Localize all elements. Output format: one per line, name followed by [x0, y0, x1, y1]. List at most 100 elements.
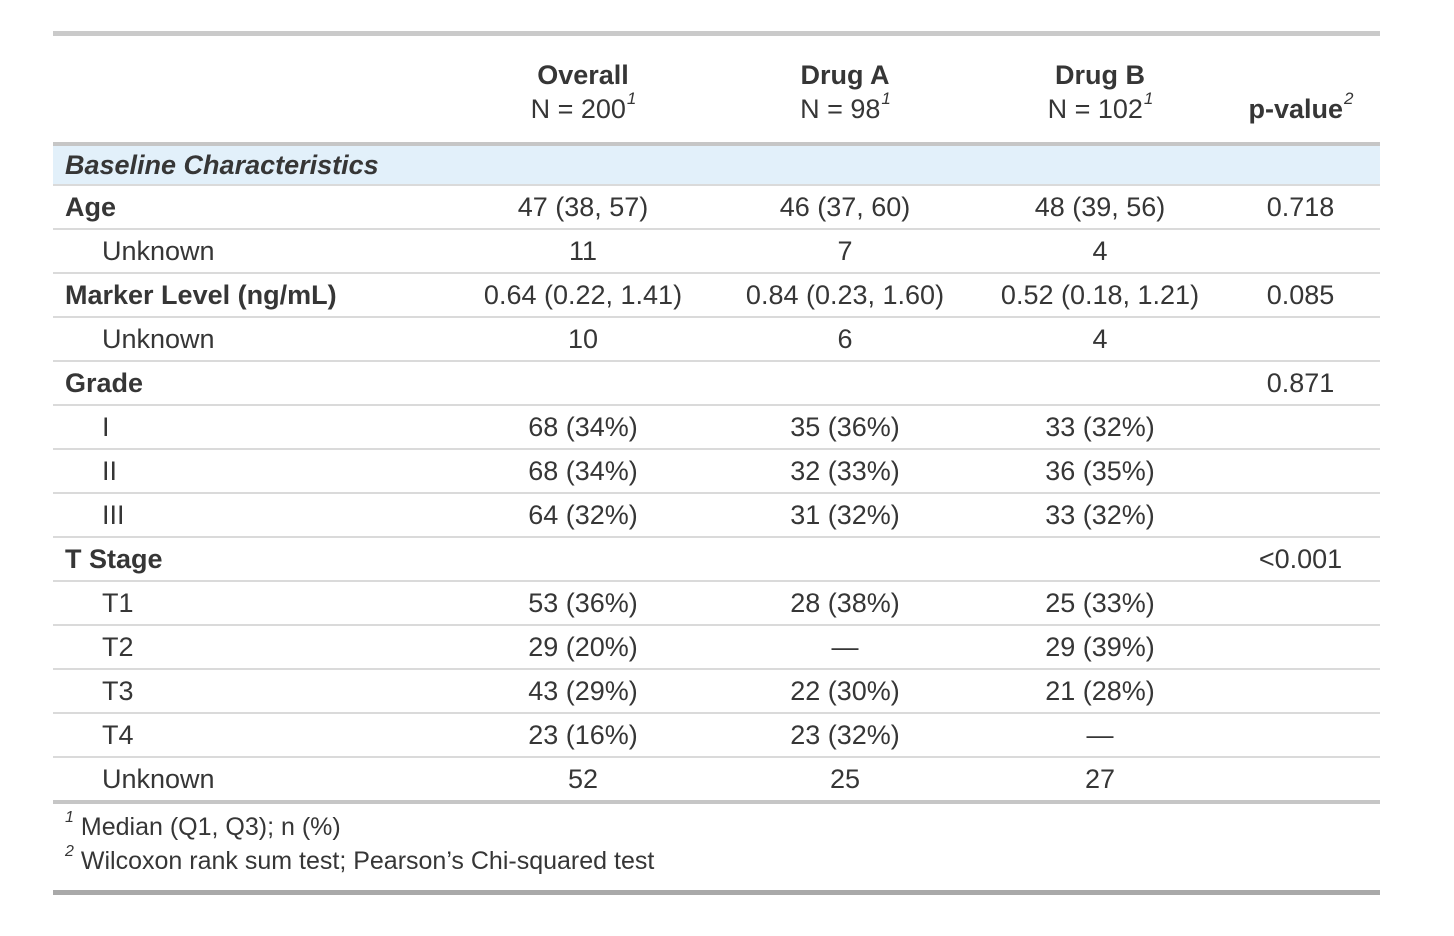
footnote-mark-1: 1	[626, 89, 637, 108]
cell-drug-a: —	[711, 625, 979, 670]
cell-drug-a: 23 (32%)	[711, 713, 979, 758]
table-header: Overall N = 2001 Drug A N = 981 Drug B N…	[53, 33, 1380, 146]
cell-pvalue	[1221, 229, 1380, 274]
col-title-drug-a: Drug A	[800, 60, 890, 90]
cell-drug-b: 25 (33%)	[979, 581, 1221, 626]
col-title-drug-b: Drug B	[1055, 60, 1145, 90]
col-header-label	[53, 33, 455, 146]
table-row: Unknown 52 25 27	[53, 757, 1380, 804]
cell-drug-a: 0.84 (0.23, 1.60)	[711, 273, 979, 318]
cell-pvalue	[1221, 581, 1380, 626]
cell-drug-a: 6	[711, 317, 979, 362]
footnote-mark-1: 1	[1143, 89, 1154, 108]
cell-overall: 43 (29%)	[455, 669, 711, 714]
table-row: Grade 0.871	[53, 361, 1380, 406]
footnotes-row: 1 Median (Q1, Q3); n (%) 2 Wilcoxon rank s…	[53, 802, 1380, 895]
col-title-pvalue: p-value2	[1248, 89, 1354, 124]
cell-drug-a: 7	[711, 229, 979, 274]
col-header-overall: Overall N = 2001	[455, 33, 711, 146]
group-header-row: Baseline Characteristics	[53, 144, 1380, 186]
cell-drug-a: 28 (38%)	[711, 581, 979, 626]
row-label: T2	[53, 625, 455, 670]
table-row: II 68 (34%) 32 (33%) 36 (35%)	[53, 449, 1380, 494]
cell-pvalue: 0.085	[1221, 273, 1380, 318]
cell-overall	[455, 361, 711, 406]
cell-drug-b	[979, 537, 1221, 582]
table-row: T3 43 (29%) 22 (30%) 21 (28%)	[53, 669, 1380, 714]
cell-drug-a: 32 (33%)	[711, 449, 979, 494]
table-row: Age 47 (38, 57) 46 (37, 60) 48 (39, 56) …	[53, 185, 1380, 230]
cell-pvalue	[1221, 625, 1380, 670]
cell-drug-b: 21 (28%)	[979, 669, 1221, 714]
col-title-overall: Overall	[537, 60, 629, 90]
table-row: T4 23 (16%) 23 (32%) —	[53, 713, 1380, 758]
cell-overall: 0.64 (0.22, 1.41)	[455, 273, 711, 318]
table-row: T1 53 (36%) 28 (38%) 25 (33%)	[53, 581, 1380, 626]
cell-pvalue	[1221, 449, 1380, 494]
col-subtitle-drug-a: N = 981	[800, 89, 891, 124]
row-label: T4	[53, 713, 455, 758]
cell-drug-a: 22 (30%)	[711, 669, 979, 714]
table-row: I 68 (34%) 35 (36%) 33 (32%)	[53, 405, 1380, 450]
table-row: T2 29 (20%) — 29 (39%)	[53, 625, 1380, 670]
cell-drug-b: 27	[979, 757, 1221, 804]
cell-pvalue	[1221, 405, 1380, 450]
cell-overall: 64 (32%)	[455, 493, 711, 538]
header-row: Overall N = 2001 Drug A N = 981 Drug B N…	[53, 33, 1380, 146]
footnote-mark-2: 2	[1344, 89, 1354, 108]
summary-table-container: Overall N = 2001 Drug A N = 981 Drug B N…	[53, 31, 1380, 895]
footnote-mark-1: 1	[881, 89, 891, 108]
table-row: Unknown 11 7 4	[53, 229, 1380, 274]
footnote-1: 1 Median (Q1, Q3); n (%)	[65, 808, 341, 841]
cell-drug-b: 48 (39, 56)	[979, 185, 1221, 230]
cell-drug-a: 25	[711, 757, 979, 804]
cell-pvalue: 0.718	[1221, 185, 1380, 230]
table-row: III 64 (32%) 31 (32%) 33 (32%)	[53, 493, 1380, 538]
row-label: III	[53, 493, 455, 538]
row-label: I	[53, 405, 455, 450]
col-subtitle-overall: N = 2001	[530, 89, 637, 124]
cell-drug-b: 33 (32%)	[979, 405, 1221, 450]
cell-pvalue	[1221, 713, 1380, 758]
row-label: Marker Level (ng/mL)	[53, 273, 455, 318]
cell-pvalue	[1221, 757, 1380, 804]
row-label: T3	[53, 669, 455, 714]
cell-overall: 10	[455, 317, 711, 362]
cell-pvalue	[1221, 669, 1380, 714]
cell-overall: 11	[455, 229, 711, 274]
cell-drug-b	[979, 361, 1221, 406]
cell-overall: 68 (34%)	[455, 449, 711, 494]
cell-overall: 29 (20%)	[455, 625, 711, 670]
row-label: Unknown	[53, 229, 455, 274]
row-label: Unknown	[53, 757, 455, 804]
cell-drug-b: 29 (39%)	[979, 625, 1221, 670]
cell-pvalue	[1221, 317, 1380, 362]
cell-drug-b: 0.52 (0.18, 1.21)	[979, 273, 1221, 318]
cell-drug-a	[711, 537, 979, 582]
cell-drug-b: 36 (35%)	[979, 449, 1221, 494]
cell-drug-b: —	[979, 713, 1221, 758]
cell-overall: 52	[455, 757, 711, 804]
cell-overall: 47 (38, 57)	[455, 185, 711, 230]
cell-overall: 23 (16%)	[455, 713, 711, 758]
cell-pvalue	[1221, 493, 1380, 538]
table-body: Baseline Characteristics Age 47 (38, 57)…	[53, 144, 1380, 804]
row-label: Unknown	[53, 317, 455, 362]
cell-drug-a: 46 (37, 60)	[711, 185, 979, 230]
cell-drug-a: 31 (32%)	[711, 493, 979, 538]
cell-drug-a: 35 (36%)	[711, 405, 979, 450]
group-header-label: Baseline Characteristics	[53, 144, 1380, 186]
col-subtitle-drug-b: N = 1021	[1047, 89, 1154, 124]
row-label: Age	[53, 185, 455, 230]
table-row: Unknown 10 6 4	[53, 317, 1380, 362]
cell-drug-b: 4	[979, 229, 1221, 274]
row-label: T Stage	[53, 537, 455, 582]
cell-pvalue: <0.001	[1221, 537, 1380, 582]
table-row: Marker Level (ng/mL) 0.64 (0.22, 1.41) 0…	[53, 273, 1380, 318]
table-row: T Stage <0.001	[53, 537, 1380, 582]
footnote-2: 2 Wilcoxon rank sum test; Pearson’s Chi-s…	[65, 842, 655, 875]
col-header-pvalue: p-value2	[1221, 33, 1380, 146]
col-header-drug-b: Drug B N = 1021	[979, 33, 1221, 146]
cell-overall: 68 (34%)	[455, 405, 711, 450]
table-footer: 1 Median (Q1, Q3); n (%) 2 Wilcoxon rank s…	[53, 802, 1380, 895]
